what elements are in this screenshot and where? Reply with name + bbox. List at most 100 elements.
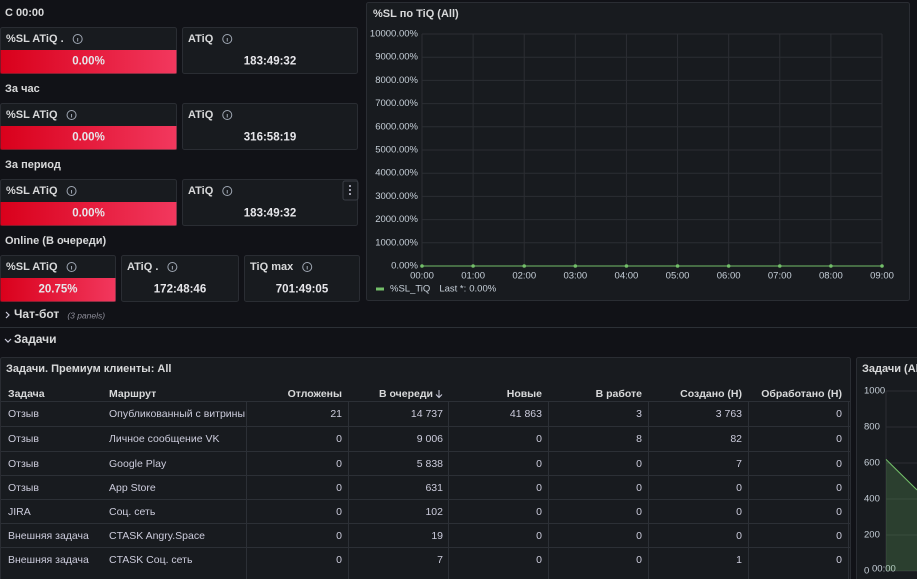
stat-bar [0, 202, 177, 226]
table-cell: 0 [536, 530, 542, 542]
stat-title: ATiQ [188, 185, 214, 197]
table-cell: 0 [336, 506, 342, 518]
sort-arrow [435, 390, 443, 399]
stat-bar [0, 278, 116, 302]
table-cell: 0 [836, 408, 842, 420]
column-header[interactable]: В очереди [379, 388, 433, 400]
series-point [624, 264, 629, 268]
x-tick-label: 00:00 [410, 271, 434, 282]
column-header[interactable]: Задача [8, 388, 45, 400]
table-cell: App Store [109, 482, 156, 494]
table-cell: 0 [336, 433, 342, 445]
column-header[interactable]: Отложены [288, 388, 342, 400]
stat-value: 701:49:05 [276, 284, 329, 296]
table-cell: 0 [636, 530, 642, 542]
info-icon [222, 110, 233, 120]
y-tick-label: 2000.00% [375, 214, 418, 225]
table-cell: CTASK Angry.Space [109, 530, 205, 542]
series-line [885, 459, 917, 491]
stat-value: 183:49:32 [244, 56, 296, 68]
column-header[interactable]: Маршрут [109, 388, 156, 400]
table-cell: 0 [736, 530, 742, 542]
table-cell: CTASK Соц. сеть [109, 554, 193, 566]
y-tick-label: 600 [864, 458, 880, 469]
series-point [726, 264, 731, 268]
info-icon [222, 186, 233, 196]
panel-menu[interactable] [342, 180, 359, 201]
series-point [573, 264, 578, 268]
stat-title: ATiQ [188, 33, 214, 45]
table-cell: 0 [536, 482, 542, 494]
table-cell: JIRA [8, 506, 31, 518]
table-cell: Отзыв [8, 482, 39, 494]
legend-name: %SL_TiQ [390, 284, 430, 295]
series-area [886, 459, 917, 571]
x-tick-label: 08:00 [819, 271, 843, 282]
info-icon [222, 34, 233, 44]
stat-title: %SL ATiQ [6, 109, 58, 121]
table-cell: 41 863 [510, 408, 542, 420]
row-chevron[interactable] [4, 338, 12, 343]
info-icon [66, 186, 77, 196]
table-cell: Внешняя задача [8, 530, 89, 542]
info-icon [66, 262, 77, 272]
table-cell: 1 [736, 554, 742, 566]
table-cell: 0 [736, 482, 742, 494]
stat-panel [182, 179, 358, 226]
stat-title: ATiQ . [127, 261, 158, 273]
column-header[interactable]: Обработано (Н) [761, 388, 842, 400]
series-point [829, 264, 833, 268]
x-tick-label: 09:00 [870, 271, 894, 282]
y-tick-label: 3000.00% [375, 191, 418, 202]
stat-bar [0, 126, 177, 150]
table-cell: 0 [636, 506, 642, 518]
table-cell: 7 [736, 458, 742, 470]
table-cell: 0 [636, 554, 642, 566]
group-title: Online (В очереди) [5, 235, 106, 247]
x-tick-label: 02:00 [512, 271, 536, 282]
panel-menu-dot [349, 185, 351, 187]
column-header[interactable]: Создано (Н) [680, 388, 742, 400]
chart-title: Задачи (All) [862, 363, 917, 375]
table-cell: 0 [836, 482, 842, 494]
row-chevron[interactable] [5, 311, 10, 319]
series-point [522, 264, 527, 268]
table-cell: 0 [736, 506, 742, 518]
table-cell: 14 737 [411, 408, 443, 420]
legend-stat: Last *: [439, 284, 466, 295]
stat-value: 316:58:19 [244, 132, 296, 144]
table-cell: 8 [636, 433, 642, 445]
y-tick-label: 200 [864, 530, 880, 541]
stat-panel [244, 255, 360, 302]
x-tick-label: 06:00 [717, 271, 741, 282]
panel-menu-dot [349, 193, 351, 195]
chart-panel [856, 357, 917, 579]
row-title[interactable]: Чат-бот [14, 307, 59, 321]
table-cell: 0 [536, 433, 542, 445]
row-title[interactable]: Задачи [14, 332, 57, 346]
stat-value: 172:48:46 [154, 284, 206, 296]
table-cell: 5 838 [417, 458, 443, 470]
table-cell: 0 [836, 506, 842, 518]
y-tick-label: 10000.00% [370, 29, 419, 40]
table-cell: 21 [330, 408, 342, 420]
table-cell: Личное сообщение VK [109, 433, 219, 445]
row-note: (3 panels) [67, 310, 105, 320]
stat-panel [182, 27, 358, 74]
chart-panel [366, 2, 910, 301]
table-cell: 0 [836, 554, 842, 566]
chart-title: %SL по TiQ (All) [373, 8, 459, 20]
x-tick-label: 03:00 [563, 271, 587, 282]
table-cell: 0 [336, 554, 342, 566]
table-cell: 0 [536, 554, 542, 566]
table-cell: 0 [336, 458, 342, 470]
info-icon [72, 34, 83, 44]
y-tick-label: 0.00% [391, 261, 418, 272]
table-cell: 0 [336, 530, 342, 542]
stat-value: 0.00% [72, 132, 105, 144]
column-header[interactable]: Новые [507, 388, 542, 400]
panel-menu-dot [349, 189, 351, 191]
column-header[interactable]: В работе [596, 388, 643, 400]
series-point [675, 264, 680, 268]
table-cell: 0 [836, 530, 842, 542]
